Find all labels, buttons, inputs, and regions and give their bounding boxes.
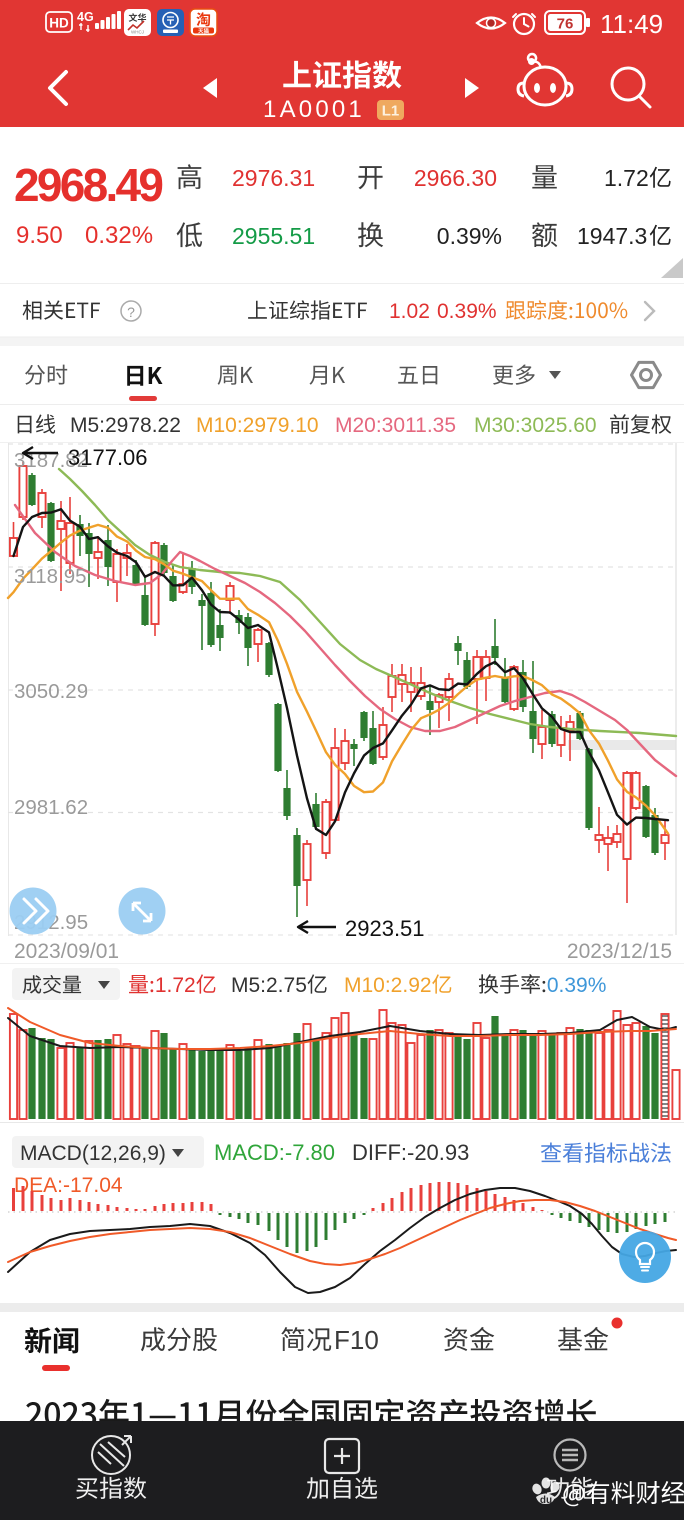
svg-text:3118.95: 3118.95: [14, 565, 87, 588]
svg-text:M5:2.75: M5:2.75: [231, 974, 307, 997]
svg-text:M10:2979.10: M10:2979.10: [196, 414, 319, 437]
svg-text:MACD:-7.80: MACD:-7.80: [214, 1140, 335, 1165]
svg-text:11:49: 11:49: [600, 9, 663, 39]
svg-text:WHCJ: WHCJ: [131, 30, 144, 35]
svg-text:M5:2978.22: M5:2978.22: [70, 414, 181, 437]
svg-text:2966.30: 2966.30: [414, 165, 497, 191]
svg-text:M10:2.92: M10:2.92: [344, 974, 432, 997]
svg-text:2023/12/15: 2023/12/15: [567, 940, 672, 963]
svg-text:2955.51: 2955.51: [232, 223, 315, 249]
svg-text:0.39%: 0.39%: [547, 974, 607, 997]
svg-text:76: 76: [557, 16, 574, 33]
svg-text:L1: L1: [382, 103, 400, 120]
svg-text:1.72: 1.72: [604, 165, 649, 191]
svg-text:4G: 4G: [77, 10, 94, 24]
svg-text:2976.31: 2976.31: [232, 165, 315, 191]
svg-text:3187.82: 3187.82: [14, 449, 88, 472]
svg-text:DIFF:-20.93: DIFF:-20.93: [352, 1140, 469, 1165]
svg-text:du: du: [540, 1495, 552, 1506]
svg-text:2023/09/01: 2023/09/01: [14, 940, 119, 963]
svg-text:?: ?: [127, 304, 135, 320]
svg-text:1A0001: 1A0001: [263, 96, 365, 123]
svg-text:1.72: 1.72: [155, 974, 196, 997]
svg-text:0.32%: 0.32%: [85, 222, 153, 249]
svg-text:0.39%: 0.39%: [437, 300, 497, 323]
svg-text:DEA:-17.04: DEA:-17.04: [14, 1174, 123, 1197]
svg-text:M30:3025.60: M30:3025.60: [474, 414, 597, 437]
svg-text:HD: HD: [49, 16, 69, 31]
svg-text:M20:3011.35: M20:3011.35: [335, 414, 456, 437]
svg-text:3177.06: 3177.06: [68, 445, 148, 470]
svg-text:2981.62: 2981.62: [14, 796, 88, 819]
svg-text:3050.29: 3050.29: [14, 680, 88, 703]
svg-text:MACD(12,26,9): MACD(12,26,9): [20, 1142, 166, 1165]
svg-text:1947.3: 1947.3: [577, 223, 647, 249]
svg-text:2923.51: 2923.51: [345, 916, 425, 941]
svg-text:F10: F10: [334, 1325, 379, 1355]
svg-text:9.50: 9.50: [16, 222, 63, 249]
svg-text:0.39%: 0.39%: [437, 223, 502, 249]
svg-text:1.02: 1.02: [389, 300, 430, 323]
svg-text:2968.49: 2968.49: [14, 159, 164, 211]
